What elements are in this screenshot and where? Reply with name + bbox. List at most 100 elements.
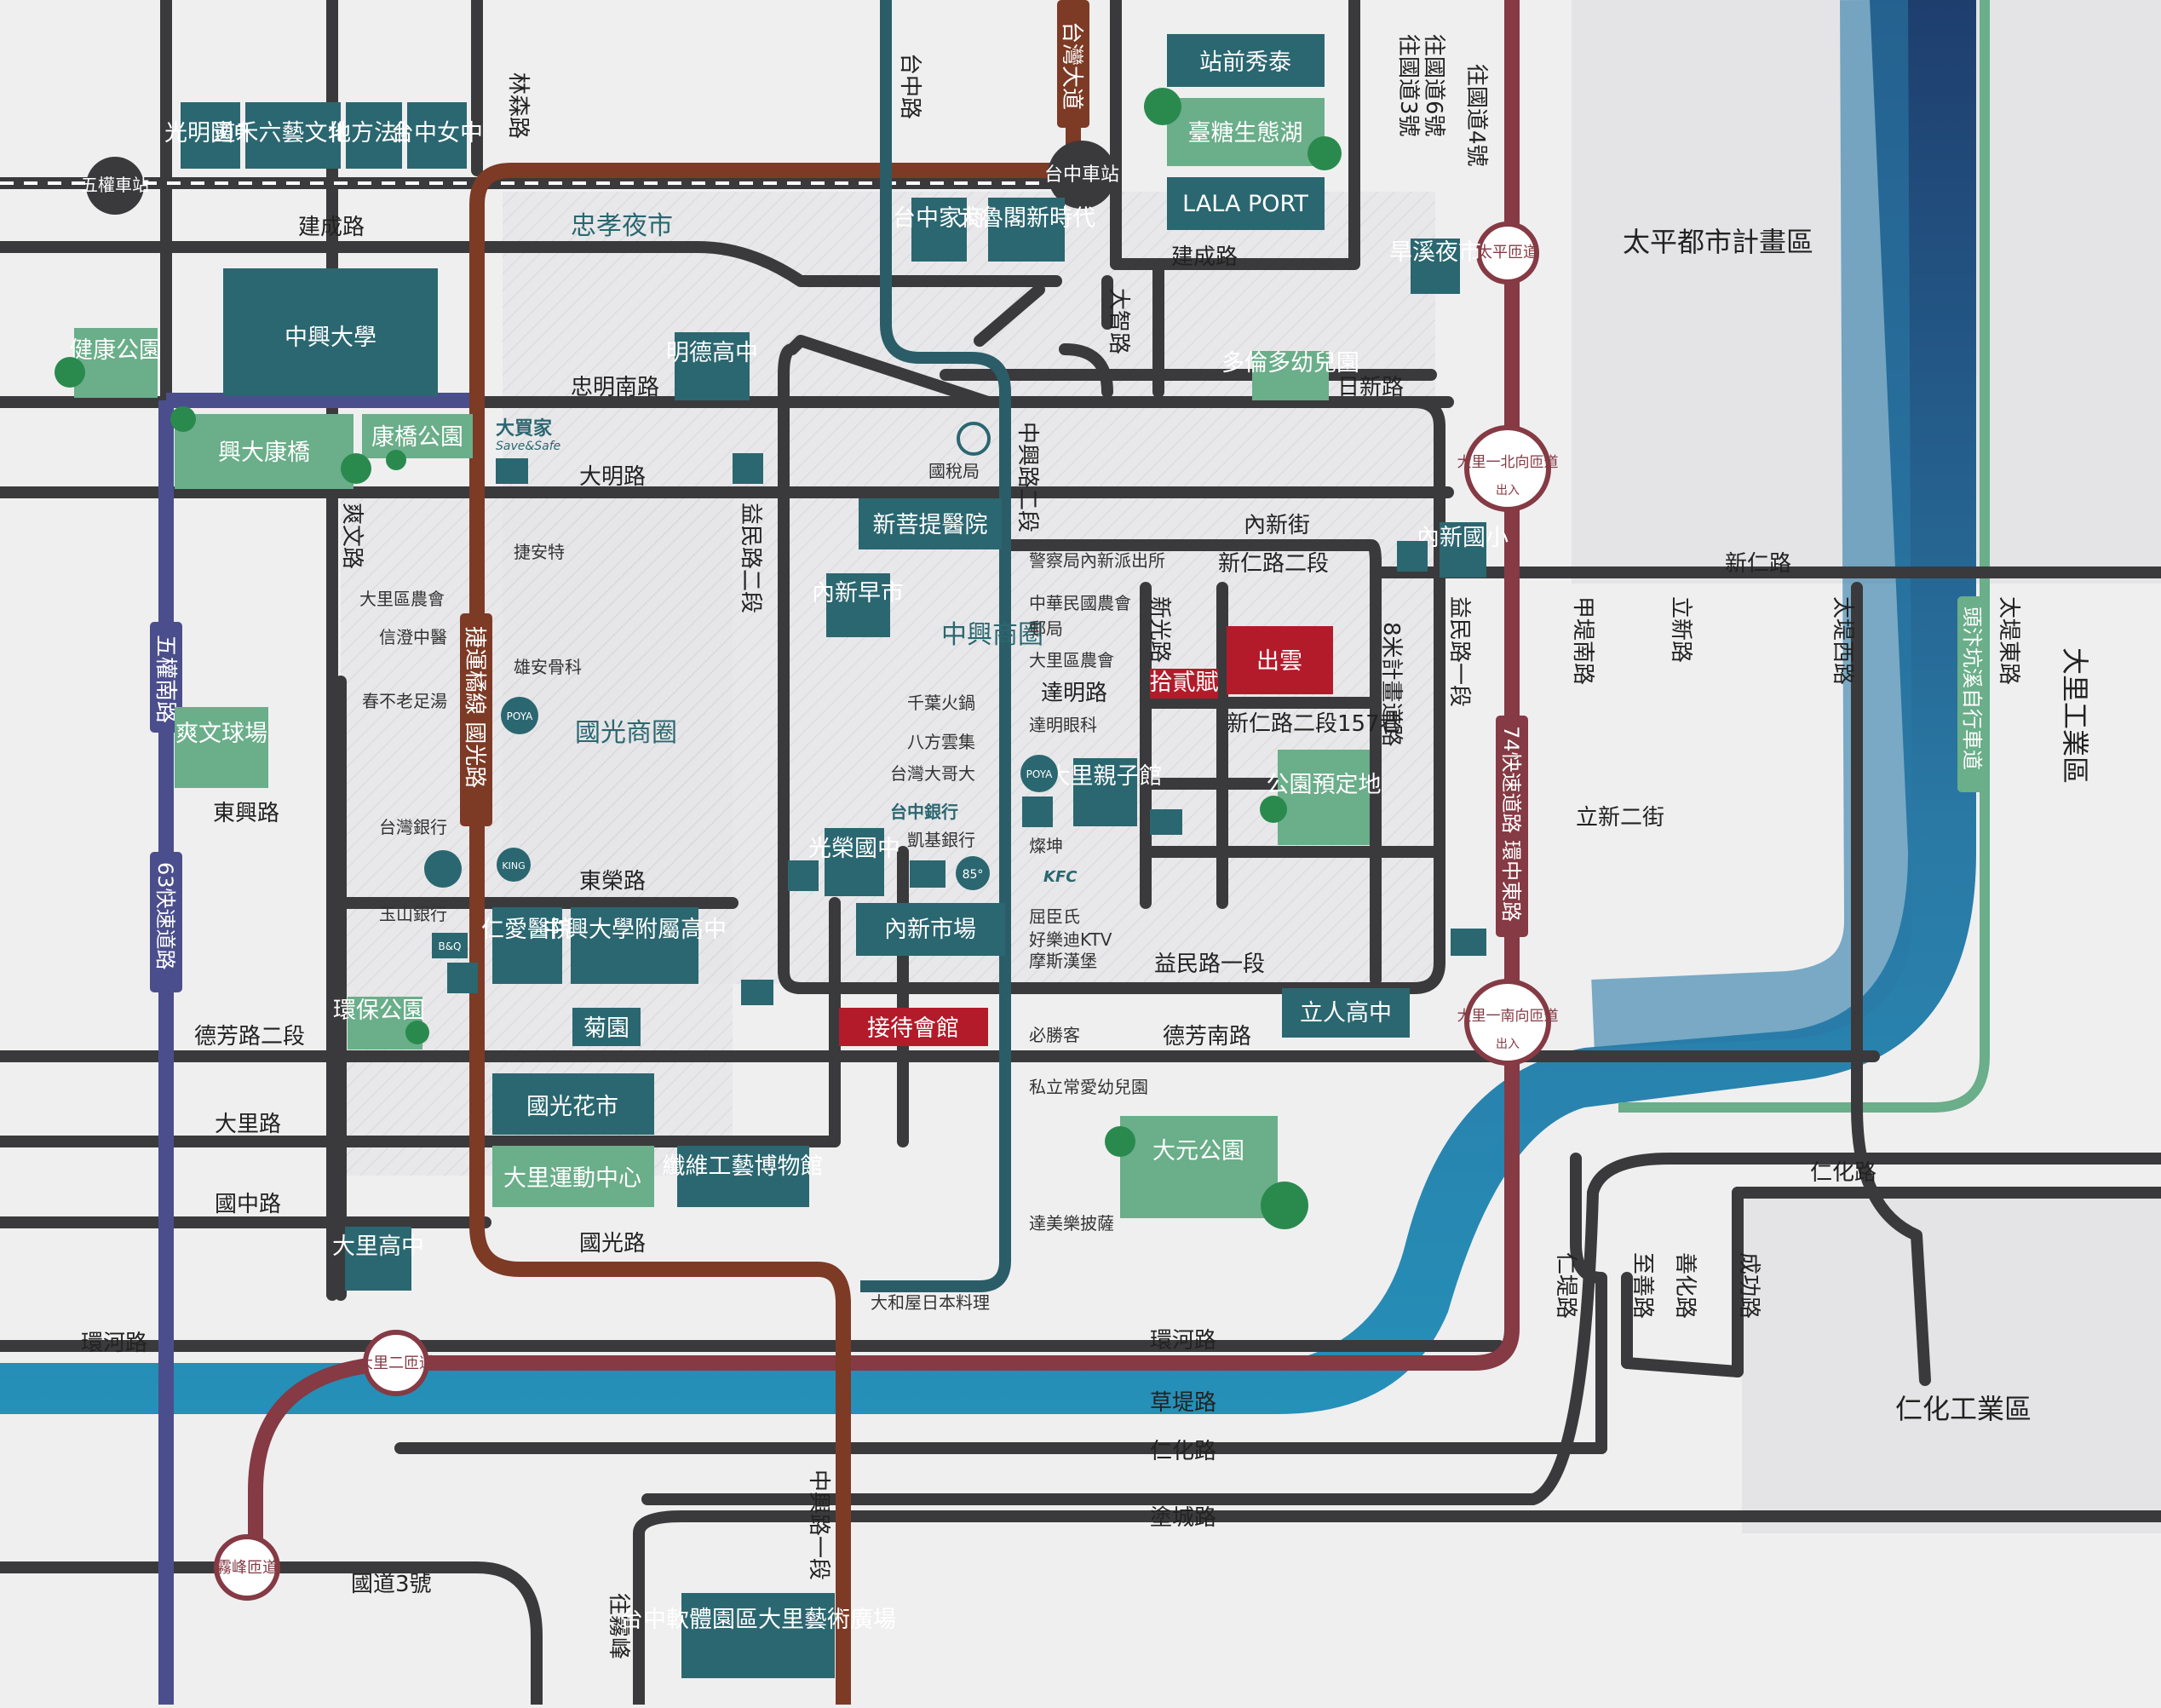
svg-text:健康公園: 健康公園 bbox=[70, 337, 162, 364]
box-xingda-bridge bbox=[175, 414, 353, 489]
dali-industrial: 大里工業區 bbox=[2059, 647, 2091, 784]
label-dali: 大里路 bbox=[215, 1112, 281, 1137]
taichung-station: 台中車站 bbox=[1044, 164, 1119, 186]
poi-mos: 摩斯漢堡 bbox=[1029, 951, 1097, 971]
box-renai bbox=[492, 907, 562, 984]
label-to-nh3: 往國道3號 bbox=[1395, 34, 1421, 137]
dali2-ramp-icon bbox=[363, 1330, 429, 1396]
svg-text:菊園: 菊園 bbox=[583, 1015, 629, 1042]
label-defang2: 德芳路二段 bbox=[194, 1024, 305, 1050]
svg-text:台中軟體園區大里藝術廣場: 台中軟體園區大里藝術廣場 bbox=[620, 1607, 896, 1633]
svg-text:新菩提醫院: 新菩提醫院 bbox=[873, 512, 988, 538]
box-dali-hs bbox=[345, 1227, 411, 1291]
box-dali-sport bbox=[492, 1146, 654, 1207]
svg-text:接待會館: 接待會館 bbox=[867, 1015, 959, 1042]
box-kangqiao bbox=[362, 414, 473, 458]
poi-twdage: 台灣大哥大 bbox=[890, 763, 975, 784]
box-daohe bbox=[245, 102, 341, 169]
box-tcjs bbox=[911, 198, 967, 262]
label-rendi: 仁堤路 bbox=[1553, 1252, 1578, 1319]
svg-text:纖維工藝博物館: 纖維工藝博物館 bbox=[663, 1153, 824, 1180]
label-tucheng: 塗城路 bbox=[1150, 1505, 1216, 1531]
box-park-plan bbox=[1278, 750, 1370, 845]
bike-path bbox=[1618, 0, 1990, 1113]
taiwan-blvd-tag bbox=[1057, 0, 1089, 128]
label-xinguang: 新光路 bbox=[1147, 596, 1172, 663]
poi-nonghui: 大里區農會 bbox=[359, 589, 445, 609]
taichung-road-line bbox=[860, 0, 1011, 1292]
poi-police: 警察局內新派出所 bbox=[1029, 550, 1165, 571]
box-tcgirls bbox=[407, 102, 467, 169]
box-jiankang bbox=[74, 328, 158, 398]
svg-text:明德高中: 明德高中 bbox=[666, 340, 758, 366]
family-mart-icon bbox=[1150, 809, 1182, 835]
svg-text:仁愛醫院: 仁愛醫院 bbox=[481, 917, 573, 943]
seven-eleven-icon bbox=[733, 453, 763, 484]
svg-text:國光花市: 國光花市 bbox=[526, 1094, 618, 1120]
kfc-logo: KFC bbox=[1043, 868, 1078, 886]
tax-office: 國稅局 bbox=[928, 461, 980, 481]
svg-text:B&Q: B&Q bbox=[438, 940, 461, 952]
box-nchu-hs bbox=[571, 907, 698, 984]
starbucks-icon bbox=[424, 850, 462, 888]
dali1-south-sub: 出入 bbox=[1496, 1038, 1520, 1051]
box-neixin-shop bbox=[856, 903, 1005, 956]
label-yimin1v: 益民路一段 bbox=[1446, 596, 1472, 707]
svg-text:旱溪夜市: 旱溪夜市 bbox=[1389, 239, 1481, 266]
poi-changai: 私立常愛幼兒園 bbox=[1029, 1077, 1148, 1097]
tree-icon bbox=[1105, 1126, 1135, 1157]
label-zhishan: 至善路 bbox=[1629, 1252, 1655, 1319]
label-daming2: 達明路 bbox=[1041, 681, 1107, 706]
svg-text:站前秀泰: 站前秀泰 bbox=[1199, 49, 1291, 76]
svg-text:中興大學: 中興大學 bbox=[284, 325, 376, 351]
box-juyuan bbox=[572, 1008, 641, 1046]
svg-text:大里高中: 大里高中 bbox=[332, 1234, 424, 1260]
svg-text:臺糖生態湖: 臺糖生態湖 bbox=[1188, 120, 1303, 147]
box-xinsheng bbox=[859, 498, 1002, 549]
box-sugar bbox=[1167, 98, 1325, 166]
poi-dalinonghui: 大里區農會 bbox=[1029, 650, 1114, 670]
label-dongxing: 東興路 bbox=[213, 801, 279, 826]
poi-post: 郵局 bbox=[1029, 618, 1063, 639]
svg-text:KING: KING bbox=[502, 860, 525, 871]
svg-text:地方法院: 地方法院 bbox=[328, 120, 420, 147]
renhua-zone-area bbox=[1742, 1193, 2161, 1533]
zhongxiao-night: 忠孝夜市 bbox=[571, 211, 673, 241]
label-xinren2: 新仁路二段 bbox=[1218, 551, 1329, 577]
label-zhongxing1: 中興路一段 bbox=[806, 1469, 831, 1580]
tree-icon bbox=[386, 450, 406, 470]
label-yimin2: 益民路二段 bbox=[738, 503, 763, 613]
brt-label: 捷運橘線 國光路 bbox=[462, 626, 487, 788]
box-daliqin bbox=[1073, 758, 1137, 826]
box-dayuan bbox=[1120, 1116, 1278, 1218]
svg-text:大里運動中心: 大里運動中心 bbox=[503, 1165, 641, 1192]
label-taichung: 台中路 bbox=[897, 53, 922, 119]
poi-xindeng: 信澄中醫 bbox=[379, 627, 447, 647]
wuquan-station-icon bbox=[86, 157, 144, 215]
label-shuangwen: 爽文路 bbox=[339, 503, 365, 569]
label-taidi-w: 太堤西路 bbox=[1830, 596, 1855, 685]
svg-text:環保公園: 環保公園 bbox=[333, 998, 425, 1024]
dali2-ramp: 大里二匝道 bbox=[358, 1354, 434, 1372]
label-renhua2: 仁化路 bbox=[1810, 1160, 1877, 1186]
poi-bafang: 八方雲集 bbox=[907, 732, 975, 752]
poya-icon bbox=[501, 697, 538, 734]
label-to-nh6: 往國道6號 bbox=[1421, 34, 1446, 137]
svg-text:大元公園: 大元公園 bbox=[1152, 1138, 1244, 1165]
bnq-icon bbox=[432, 933, 468, 958]
exp74-tag bbox=[1496, 716, 1528, 937]
svg-text:中興大學附屬高中: 中興大學附屬高中 bbox=[543, 917, 727, 943]
rtmart-logo: 大買家 bbox=[496, 417, 553, 440]
svg-text:爽文球場: 爽文球場 bbox=[175, 721, 267, 747]
poi-zhnonghui: 中華民國農會 bbox=[1029, 593, 1131, 613]
burger-king-icon bbox=[497, 848, 531, 882]
expressway-74 bbox=[248, 0, 1520, 1567]
label-taidi-e: 太堤東路 bbox=[1996, 596, 2021, 685]
svg-text:大魯閣新時代: 大魯閣新時代 bbox=[957, 205, 1095, 232]
taiping-ramp-icon bbox=[1476, 221, 1539, 285]
taiwan-blvd-label: 台灣大道 bbox=[1059, 21, 1084, 110]
wuquan-tag bbox=[150, 622, 182, 733]
svg-text:拾貳賦: 拾貳賦 bbox=[1150, 670, 1219, 696]
poi-dominos: 達美樂披薩 bbox=[1029, 1213, 1114, 1234]
